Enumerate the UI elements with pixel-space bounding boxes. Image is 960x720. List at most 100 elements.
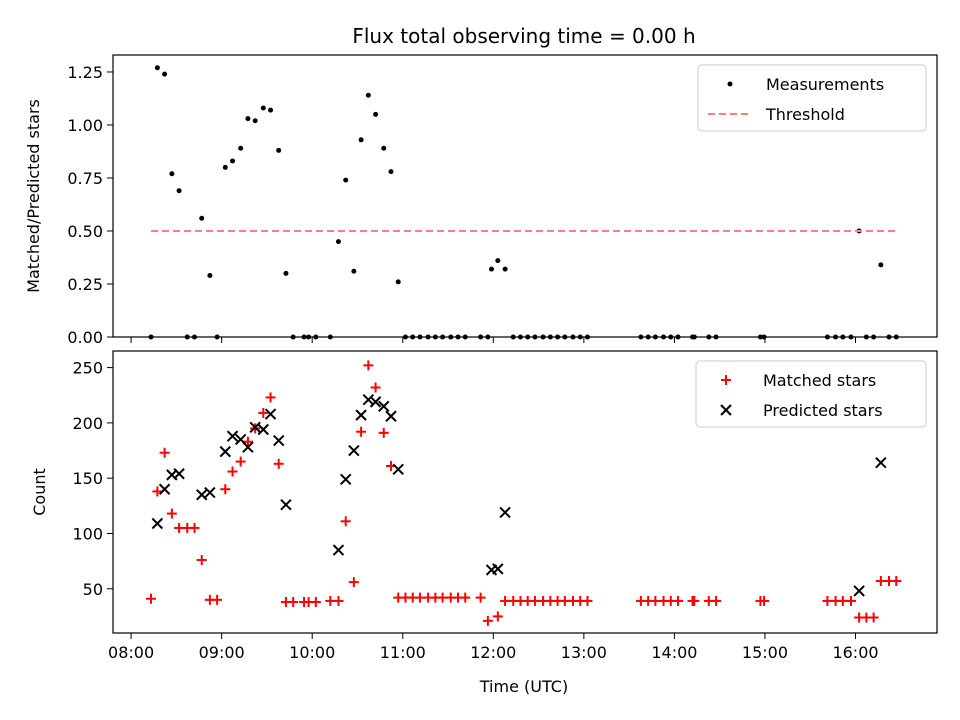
bottom-y-tick-label: 200 [72, 414, 103, 433]
measurement-point [351, 268, 357, 274]
legend-predicted-marker [720, 404, 732, 416]
predicted-star-point [242, 441, 254, 453]
bottom-x-tick-label: 10:00 [289, 643, 335, 662]
measurement-point [238, 145, 244, 151]
bottom-legend-box [695, 360, 927, 428]
matched-star-point [235, 456, 246, 467]
measurement-point [488, 266, 494, 272]
measurement-point [878, 262, 884, 268]
matched-star-point [265, 392, 276, 403]
matched-star-point [196, 555, 207, 566]
measurement-point [495, 258, 501, 264]
matched-star-point [166, 508, 177, 519]
bottom-x-tick-label: 13:00 [561, 643, 607, 662]
top-legend: Measurements Threshold [697, 64, 927, 132]
predicted-star-point [853, 585, 865, 597]
measurement-point [260, 105, 266, 111]
matched-star-point [673, 595, 684, 606]
bottom-x-tick-label: 14:00 [651, 643, 697, 662]
matched-star-point [242, 436, 253, 447]
predicted-star-point [264, 408, 277, 420]
top-panel: 0.00 0.25 0.50 0.75 1.00 1.25 Matched/Predict… [24, 54, 938, 347]
matched-star-point [868, 612, 879, 623]
legend-predicted-label: Predicted stars [763, 401, 883, 420]
measurement-point [276, 147, 282, 153]
matched-star-point [273, 458, 284, 469]
predicted-star-point [219, 445, 231, 458]
matched-star-point [340, 516, 351, 527]
predicted-star-point [499, 506, 511, 519]
measurement-point [373, 111, 379, 117]
predicted-star-point [158, 483, 171, 495]
predicted-star-point [257, 423, 270, 436]
measurement-point [169, 171, 175, 177]
matched-star-point [189, 522, 200, 533]
chart-title: Flux total observing time = 0.00 h [352, 24, 695, 48]
legend-matched-label: Matched stars [763, 371, 876, 390]
top-y-tick-label: 1.25 [67, 63, 103, 82]
predicted-star-point [173, 468, 185, 480]
bottom-panel: 50 100 150 200 250 08:00 09:00 10:00 11:00 12:00 1… [30, 350, 938, 696]
bottom-x-tick-label: 12:00 [470, 643, 516, 662]
matched-star-point [711, 595, 722, 606]
predicted-star-point [196, 489, 208, 501]
bottom-y-tick-label: 50 [83, 580, 103, 599]
predicted-star-point [385, 410, 397, 422]
measurement-point [176, 188, 182, 194]
matched-star-point [759, 595, 770, 606]
matched-star-point [333, 595, 344, 606]
matched-star-point [356, 426, 367, 437]
predicted-star-point [369, 396, 382, 408]
matched-star-point [159, 447, 170, 458]
bottom-x-tick-label: 11:00 [380, 643, 426, 662]
matched-star-point [258, 407, 269, 418]
measurement-point [343, 177, 349, 183]
legend-measurements-marker [727, 81, 733, 87]
matched-star-point [492, 611, 503, 622]
bottom-y-tick-label: 100 [72, 524, 103, 543]
measurement-point [335, 239, 341, 245]
predicted-star-point [151, 517, 164, 530]
top-y-tick-label: 0.50 [67, 222, 103, 241]
predicted-star-point [272, 434, 285, 447]
predicted-star-point [355, 409, 367, 421]
matched-star-point [689, 595, 700, 606]
top-y-tick-label: 0.00 [67, 328, 103, 347]
matched-star-point [891, 576, 902, 587]
matched-star-point [212, 594, 223, 605]
measurement-point [358, 137, 364, 143]
predicted-star-point [340, 473, 352, 485]
predicted-star-point [280, 499, 292, 511]
matched-star-point [378, 427, 389, 438]
bottom-axes-frame [112, 350, 938, 634]
matched-star-point [288, 597, 299, 608]
measurement-point [230, 158, 236, 164]
x-axis-label: Time (UTC) [479, 677, 568, 696]
legend-measurements-label: Measurements [766, 75, 884, 94]
matched-star-point [220, 484, 231, 495]
predicted-star-point [348, 444, 360, 457]
matched-star-point [310, 597, 321, 608]
legend-threshold-label: Threshold [765, 105, 845, 124]
measurement-point [222, 164, 228, 170]
matched-star-point [370, 382, 381, 393]
matched-star-point [363, 360, 374, 371]
bottom-x-tick-label: 16:00 [832, 643, 878, 662]
top-y-axis-label: Matched/Predicted stars [24, 99, 43, 293]
bottom-y-tick-label: 250 [72, 359, 103, 378]
predicted-star-point [492, 563, 504, 575]
measurement-point [388, 169, 394, 175]
bottom-legend: Matched stars Predicted stars [695, 360, 927, 428]
predicted-star-point [226, 430, 239, 442]
bottom-y-tick-label: 150 [72, 469, 103, 488]
matched-star-point [348, 577, 359, 588]
top-y-tick-label: 0.25 [67, 275, 103, 294]
matched-star-point [845, 595, 856, 606]
top-y-tick-label: 0.75 [67, 169, 103, 188]
measurement-point [268, 107, 274, 113]
matched-star-point [475, 592, 486, 603]
predicted-star-point [378, 400, 390, 413]
measurement-point [502, 266, 508, 272]
bottom-y-axis-label: Count [30, 468, 49, 516]
